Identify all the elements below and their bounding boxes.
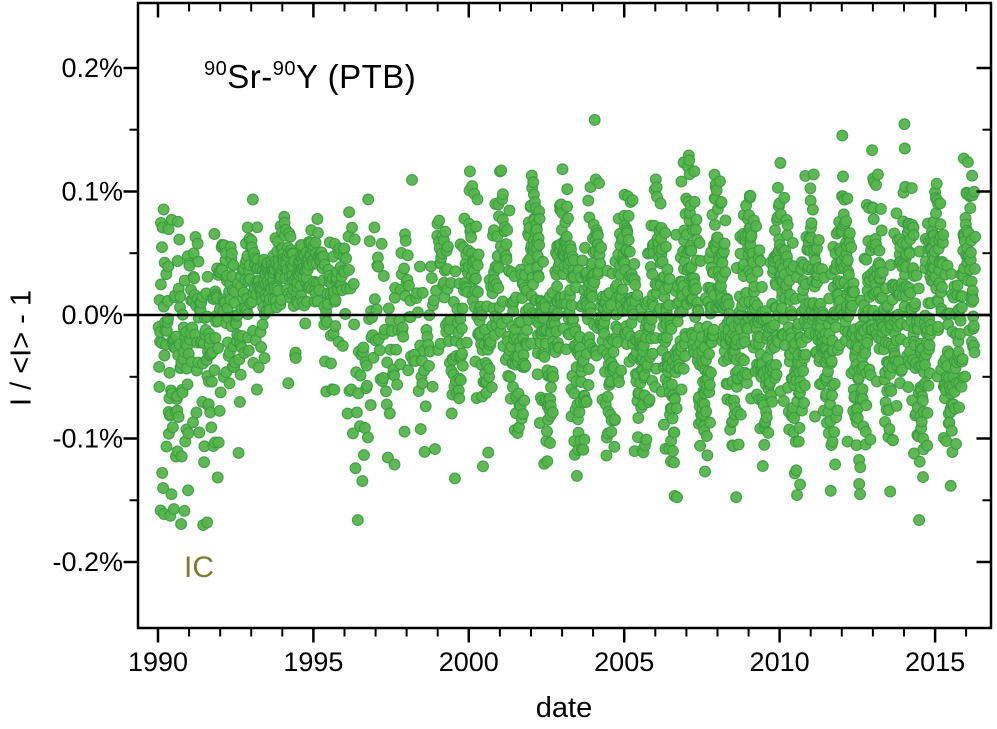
series-label-ic: IC <box>184 551 214 584</box>
plot-frame <box>136 1 993 630</box>
y-tick-label: 0.0% <box>61 300 123 330</box>
x-tick-label: 2000 <box>439 647 499 677</box>
axis-ticks <box>123 3 991 643</box>
title-superscript-90a: 90 <box>204 58 228 80</box>
title-text-y-ptb: Y (PTB) <box>296 58 417 95</box>
tick-labels: 1990 1995 2000 2005 2010 2015 0.2% 0.1% 0.0% -0.1… <box>52 53 965 677</box>
title-superscript-90b: 90 <box>272 58 296 80</box>
chart-title: 90Sr-90Y (PTB) <box>204 58 416 96</box>
x-tick-label: 1995 <box>283 647 343 677</box>
title-text-sr: Sr- <box>227 58 273 95</box>
y-tick-label: -0.1% <box>52 424 123 454</box>
x-tick-label: 2010 <box>750 647 810 677</box>
x-tick-label: 1990 <box>128 647 188 677</box>
y-tick-label: -0.2% <box>52 547 123 577</box>
x-tick-label: 2005 <box>594 647 654 677</box>
y-tick-label: 0.1% <box>61 177 123 207</box>
y-axis-title: I / <I> - 1 <box>5 289 38 407</box>
x-axis-title: date <box>535 692 593 724</box>
y-tick-label: 0.2% <box>61 53 123 83</box>
data-points <box>152 113 982 532</box>
x-tick-label: 2015 <box>905 647 965 677</box>
